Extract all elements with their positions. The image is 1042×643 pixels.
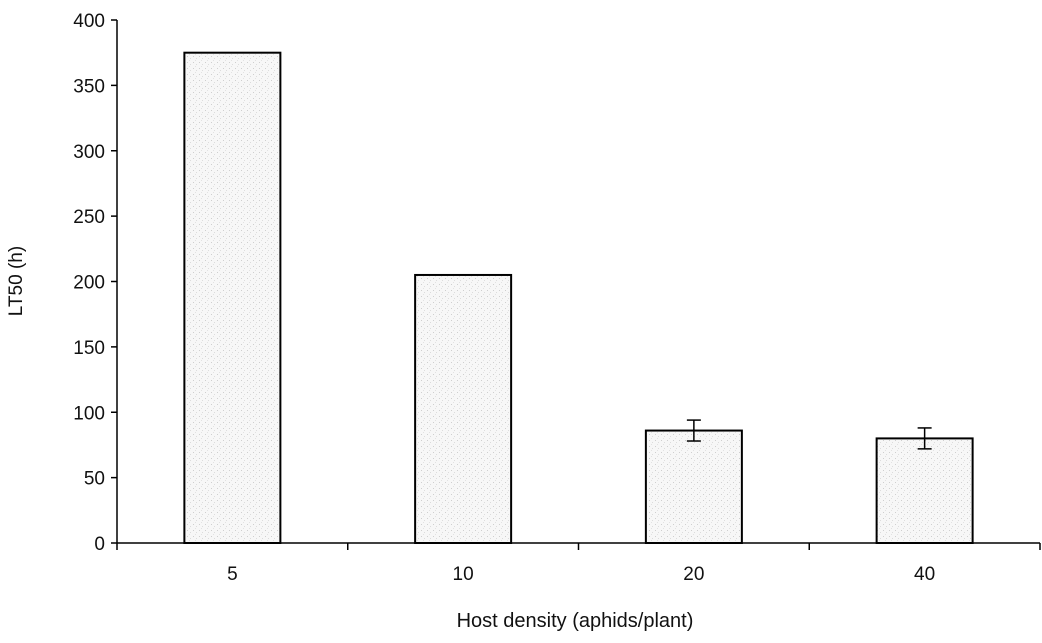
bar-40 bbox=[875, 437, 974, 544]
error-bar-20 bbox=[686, 419, 701, 442]
y-axis: 0 50 100 150 200 250 300 350 400 bbox=[73, 11, 118, 555]
y-tick-label: 150 bbox=[73, 338, 105, 359]
error-bar-40 bbox=[917, 427, 932, 450]
x-tick-label: 10 bbox=[453, 564, 474, 585]
y-tick-label: 300 bbox=[73, 142, 105, 163]
bar-10 bbox=[414, 273, 513, 544]
x-tick-label: 40 bbox=[914, 564, 935, 585]
y-tick-label: 400 bbox=[73, 11, 105, 32]
y-tick-label: 100 bbox=[73, 403, 105, 424]
y-tick-label: 0 bbox=[94, 534, 105, 555]
bars bbox=[183, 51, 974, 544]
y-tick-label: 350 bbox=[73, 76, 105, 97]
x-axis-label: Host density (aphids/plant) bbox=[457, 610, 694, 632]
y-tick-label: 250 bbox=[73, 207, 105, 228]
y-tick-label: 200 bbox=[73, 273, 105, 294]
x-axis: 5 10 20 40 bbox=[116, 542, 1041, 585]
bar-20 bbox=[644, 429, 743, 544]
y-tick-label: 50 bbox=[84, 469, 105, 490]
y-axis-label: LT50 (h) bbox=[6, 246, 27, 316]
x-tick-label: 5 bbox=[227, 564, 238, 585]
x-tick-label: 20 bbox=[683, 564, 704, 585]
error-bars bbox=[686, 419, 932, 450]
bar-5 bbox=[183, 51, 282, 544]
